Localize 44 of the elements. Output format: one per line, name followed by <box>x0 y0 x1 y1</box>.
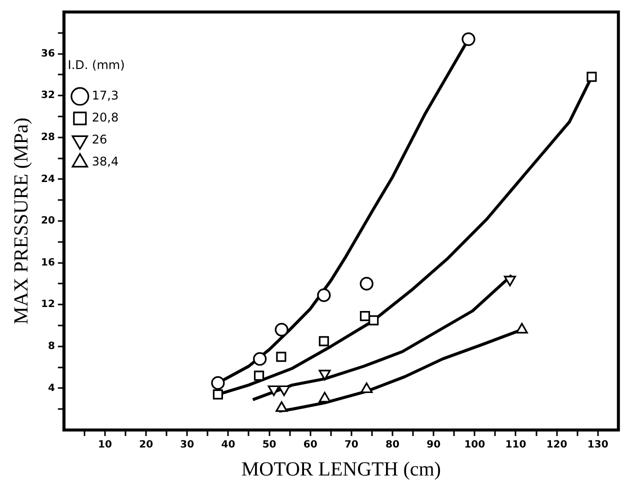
x-tick-label: 100 <box>464 440 486 451</box>
y-tick-label: 28 <box>40 132 55 143</box>
point <box>318 336 329 346</box>
point <box>360 311 370 322</box>
point <box>318 370 331 380</box>
y-tick-label: 24 <box>40 174 55 185</box>
x-tick-label: 110 <box>505 440 526 451</box>
x-tick-label: 20 <box>139 440 154 451</box>
y-tick-label: 4 <box>48 382 55 394</box>
y-tick-label: 8 <box>48 340 55 352</box>
point <box>317 288 331 302</box>
x-tick-label: 60 <box>303 440 318 451</box>
x-tick-label: 10 <box>98 440 112 451</box>
legend-label: 17,3 <box>92 88 119 103</box>
point <box>253 352 267 366</box>
legend-label: 20,8 <box>92 110 119 125</box>
y-tick-label: 12 <box>40 299 55 310</box>
point <box>462 32 476 46</box>
x-tick-label: 130 <box>587 440 608 451</box>
x-tick-label: 120 <box>546 440 568 451</box>
point <box>368 315 379 326</box>
y-tick-label: 16 <box>40 257 55 268</box>
x-tick-label: 40 <box>221 440 236 451</box>
x-axis-title: MOTOR LENGTH (cm) <box>241 458 441 480</box>
point <box>586 72 597 82</box>
point <box>276 352 286 362</box>
legend-label: 38,4 <box>92 154 119 169</box>
y-tick-label: 20 <box>40 216 55 227</box>
y-tick-label: 36 <box>40 48 55 60</box>
x-tick-label: 30 <box>180 440 194 451</box>
point <box>274 322 288 336</box>
point <box>211 376 225 390</box>
point <box>212 389 223 400</box>
point <box>360 276 374 290</box>
legend-label: 26 <box>92 132 108 147</box>
y-axis-title: MAX PRESSURE (MPa) <box>10 118 32 324</box>
y-tick-label: 32 <box>40 90 55 102</box>
x-tick-label: 50 <box>262 440 276 451</box>
legend-title: I.D. (mm) <box>68 58 125 72</box>
x-tick-label: 90 <box>426 440 441 451</box>
point <box>360 382 373 394</box>
x-tick-label: 80 <box>386 440 400 451</box>
x-tick-label: 70 <box>344 440 358 451</box>
point <box>254 370 264 381</box>
